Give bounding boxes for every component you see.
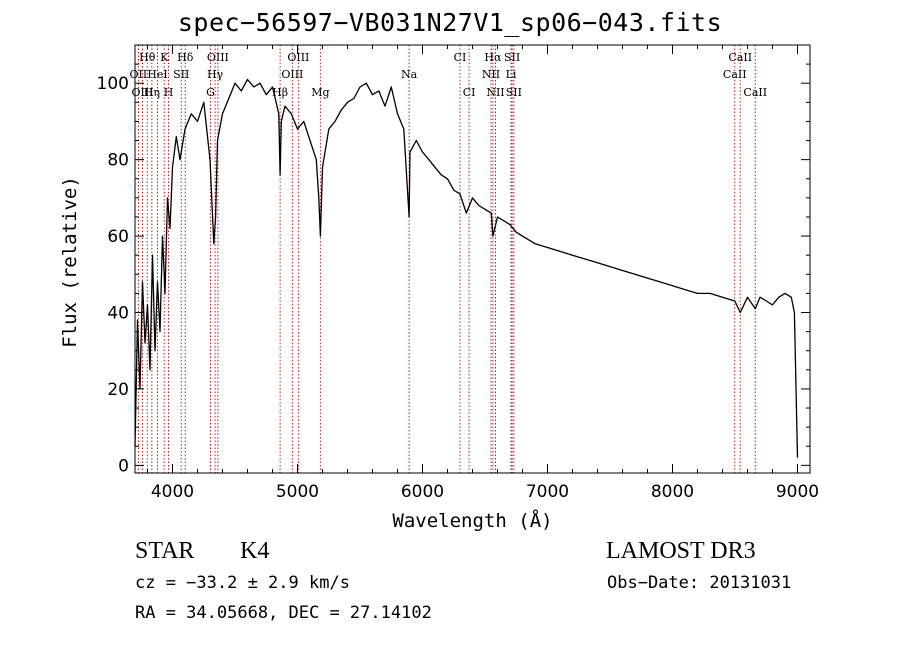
x-tick-label: 5000: [276, 482, 319, 502]
x-tick-label: 7000: [526, 482, 569, 502]
line-label: Hβ: [272, 86, 288, 99]
x-tick-label: 6000: [401, 482, 444, 502]
object-class: STAR: [135, 538, 195, 564]
line-label: HeI: [147, 68, 167, 81]
spectrum-series: [134, 78, 799, 458]
line-label: OIII: [281, 68, 303, 81]
y-tick-label: 80: [107, 151, 129, 171]
line-label: K: [160, 51, 169, 64]
x-tick-label: 4000: [151, 482, 194, 502]
observation-date: Obs−Date: 20131031: [607, 573, 792, 593]
line-label: NII: [486, 86, 504, 99]
line-label: Na: [401, 68, 418, 81]
line-label: Hη: [144, 86, 160, 99]
x-tick-label: 8000: [651, 482, 694, 502]
line-label: H: [164, 86, 174, 99]
y-tick-label: 60: [107, 227, 129, 247]
line-label: OIII: [207, 51, 229, 64]
line-label: Mg: [311, 86, 329, 99]
y-tick-label: 40: [107, 304, 129, 324]
line-label: CaII: [743, 86, 767, 99]
line-label: OII: [130, 68, 148, 81]
coordinates: RA = 34.05668, DEC = 27.14102: [135, 603, 432, 623]
line-label: Hγ: [207, 68, 224, 81]
survey-name: LAMOST DR3: [606, 538, 756, 564]
line-label: CaII: [728, 51, 752, 64]
emission-line-markers: [137, 45, 756, 473]
spectrum-line: [134, 78, 799, 458]
line-label: CI: [463, 86, 476, 99]
x-axis-label: Wavelength (Å): [392, 510, 553, 532]
line-label: NII: [482, 68, 500, 81]
line-label: SII: [504, 51, 520, 64]
y-tick-label: 100: [97, 74, 129, 94]
axis-ticks: 4000 5000 6000 7000 8000 9000 0 20 40 60 80 100: [97, 45, 819, 502]
line-label: Hθ: [139, 51, 156, 64]
line-label: G: [206, 86, 215, 99]
line-label: Li: [506, 68, 517, 81]
line-label: OIII: [131, 86, 153, 99]
line-label: SII: [506, 86, 522, 99]
line-label: CaII: [723, 68, 747, 81]
line-label: OIII: [287, 51, 309, 64]
y-tick-label: 20: [107, 380, 129, 400]
line-label: SII: [173, 68, 189, 81]
plot-frame: [134, 44, 811, 474]
line-label: CI: [454, 51, 467, 64]
line-label: Hδ: [177, 51, 194, 64]
object-subclass: K4: [240, 538, 270, 564]
chart-title: spec−56597−VB031N27V1_sp06−043.fits: [177, 8, 723, 37]
line-label: Hα: [484, 51, 502, 64]
x-tick-label: 9000: [776, 482, 819, 502]
redshift-cz: cz = −33.2 ± 2.9 km/s: [135, 573, 350, 593]
y-axis-label: Flux (relative): [59, 176, 81, 348]
y-tick-label: 0: [118, 456, 129, 476]
